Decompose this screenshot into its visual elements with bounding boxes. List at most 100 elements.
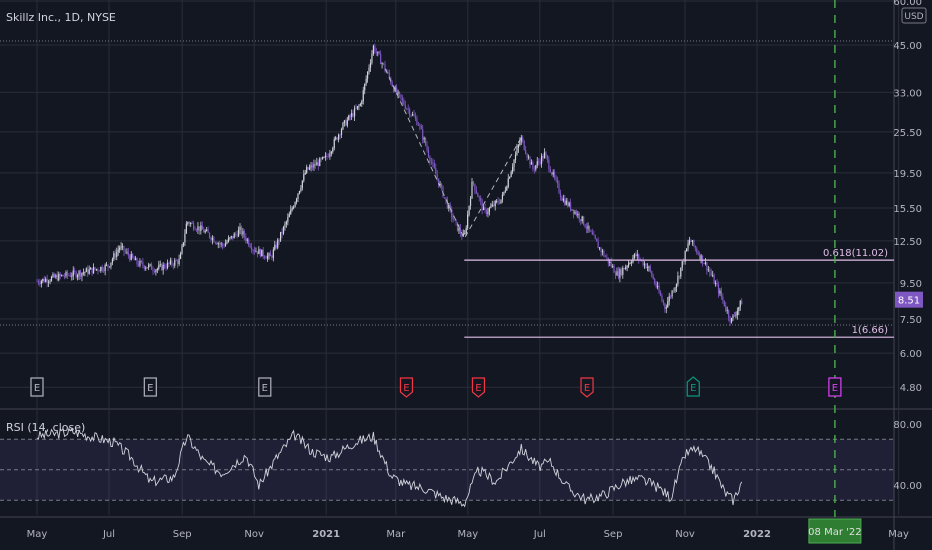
candle-body xyxy=(165,267,167,269)
candle-body xyxy=(203,229,205,233)
candle-body xyxy=(65,271,67,277)
candle-body xyxy=(452,217,454,220)
candle-body xyxy=(720,290,722,297)
candle-body xyxy=(429,156,431,162)
candle-body xyxy=(343,120,345,123)
candle-body xyxy=(519,141,521,145)
candle-body xyxy=(638,254,640,260)
candle-body xyxy=(37,281,40,283)
candle-body xyxy=(728,310,730,318)
earnings-beat-icon[interactable] xyxy=(686,376,700,397)
dashed-trend-line xyxy=(384,68,522,240)
candle-body xyxy=(456,222,459,231)
candle-body xyxy=(265,257,267,259)
candle-body xyxy=(101,266,103,271)
candle-body xyxy=(94,267,96,270)
candle-body xyxy=(156,268,158,271)
candle-body xyxy=(645,263,647,268)
candle-body xyxy=(375,51,377,53)
candle-body xyxy=(477,193,479,197)
candle-body xyxy=(77,275,79,278)
time-tick-label: Jul xyxy=(102,529,115,540)
earnings-label: E xyxy=(403,383,409,394)
candle-body xyxy=(684,251,686,262)
candle-body xyxy=(712,275,714,277)
earnings-miss-icon[interactable] xyxy=(580,377,594,398)
candle-body xyxy=(675,283,678,288)
time-tick-label: May xyxy=(27,529,48,540)
candle-body xyxy=(288,214,290,218)
candle-body xyxy=(522,137,524,141)
candle-body xyxy=(297,193,299,199)
candle-body xyxy=(126,251,128,253)
candle-body xyxy=(269,253,272,257)
candle-body xyxy=(280,231,282,241)
time-tick-label: May xyxy=(457,529,478,540)
candle-body xyxy=(445,197,447,200)
candle-body xyxy=(661,295,663,301)
candle-body xyxy=(194,229,196,230)
candle-body xyxy=(45,278,47,282)
candle-body xyxy=(40,281,42,284)
candle-body xyxy=(248,239,250,246)
candle-body xyxy=(294,202,296,207)
earnings-miss-icon[interactable] xyxy=(399,377,414,398)
candle-body xyxy=(567,200,569,206)
candle-body xyxy=(628,263,630,267)
candle-body xyxy=(701,255,704,264)
candle-body xyxy=(306,167,308,173)
candle-body xyxy=(422,129,424,140)
candle-body xyxy=(159,264,161,266)
candle-body xyxy=(719,290,721,294)
candle-body xyxy=(609,261,611,263)
candle-body xyxy=(677,275,679,284)
candle-body xyxy=(236,234,238,237)
earnings-icon[interactable] xyxy=(143,377,157,397)
candle-body xyxy=(369,62,372,68)
candle-body xyxy=(658,285,660,293)
candle-body xyxy=(703,263,705,265)
candle-body xyxy=(484,207,486,210)
earnings-miss-icon[interactable] xyxy=(471,377,486,398)
candle-body xyxy=(514,154,517,160)
candle-body xyxy=(91,267,93,274)
candle-body xyxy=(133,257,135,261)
price-axis[interactable]: 60.00 45.00 33.00 25.50 19.50 15.50 12.50 9.50 7… xyxy=(893,0,927,492)
candle-body xyxy=(670,296,672,298)
time-tick-label: Nov xyxy=(675,529,695,540)
candle-body xyxy=(659,292,662,296)
candle-body xyxy=(171,260,173,265)
earnings-icon[interactable] xyxy=(30,377,44,397)
candle-body xyxy=(388,72,390,78)
candle-body xyxy=(284,223,286,227)
candle-body xyxy=(127,251,129,256)
candle-body xyxy=(506,186,508,191)
candle-body xyxy=(336,137,338,140)
candle-body xyxy=(55,275,57,278)
earnings-label: E xyxy=(832,383,838,394)
earnings-icon[interactable] xyxy=(258,377,272,397)
candle-body xyxy=(513,159,515,168)
candle-body xyxy=(601,250,604,253)
candle-body xyxy=(320,158,322,160)
candle-body xyxy=(396,87,398,94)
candle-body xyxy=(571,209,573,211)
candle-body xyxy=(346,119,348,126)
candle-body xyxy=(543,152,546,159)
candle-body xyxy=(610,261,612,267)
earnings-icon[interactable] xyxy=(828,377,842,397)
candle-body xyxy=(414,116,417,119)
candle-body xyxy=(249,245,251,248)
candle-body xyxy=(223,245,225,247)
candle-body xyxy=(604,256,606,257)
earnings-label: E xyxy=(584,383,590,394)
time-tick-label: May xyxy=(888,529,909,540)
candle-body xyxy=(181,245,183,254)
candle-body xyxy=(520,137,522,142)
candle-body xyxy=(58,273,60,281)
candle-body xyxy=(654,278,656,284)
candle-body xyxy=(226,241,228,244)
time-axis[interactable]: May Jul Sep Nov 2021 Mar May Jul Sep Nov 2022 May xyxy=(27,529,909,540)
